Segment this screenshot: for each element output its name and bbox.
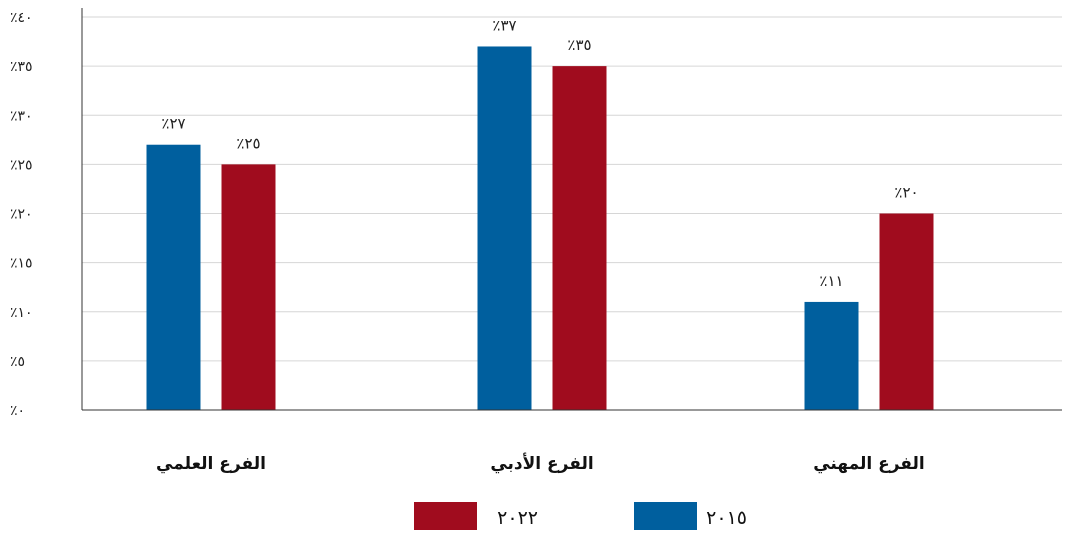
y-tick-label: ٪١٥: [10, 256, 33, 272]
bar: [552, 66, 607, 410]
y-tick-label: ٪٤٠: [10, 10, 33, 26]
category-label: الفرع العلمي: [156, 454, 266, 474]
legend-label: ٢٠٢٢: [497, 507, 538, 529]
data-label: ٪٢٧: [161, 115, 185, 133]
bar: [221, 164, 276, 410]
data-label: ٪٣٧: [492, 16, 516, 34]
data-label: ٪١١: [819, 272, 843, 290]
y-tick-label: ٪٢٥: [10, 157, 33, 173]
y-tick-label: ٪٢٠: [10, 207, 33, 223]
data-label: ٪٢٠: [894, 184, 918, 202]
y-tick-label: ٪٥: [10, 354, 25, 370]
legend: ٢٠٢٢ ٢٠١٥: [414, 502, 747, 530]
category-label: الفرع المهني: [813, 454, 925, 474]
y-tick-label: ٪٠: [10, 403, 25, 419]
legend-swatch: [634, 502, 697, 530]
bars: [146, 46, 934, 410]
y-tick-label: ٪١٠: [10, 305, 33, 321]
bar: [804, 301, 859, 410]
data-labels: ٪٢٧ ٪٢٥ ٪٣٧ ٪٣٥ ٪١١ ٪٢٠: [161, 16, 918, 289]
bar: [146, 144, 201, 410]
legend-swatch: [414, 502, 477, 530]
bar: [477, 46, 532, 410]
legend-label: ٢٠١٥: [706, 507, 747, 529]
y-tick-label: ٪٣٠: [10, 108, 33, 124]
y-tick-label: ٪٣٥: [10, 59, 33, 75]
y-axis-tick-labels: ٪٠ ٪٥ ٪١٠ ٪١٥ ٪٢٠ ٪٢٥ ٪٣٠ ٪٣٥ ٪٤٠: [10, 10, 33, 419]
category-label: الفرع الأدبي: [490, 453, 593, 474]
data-label: ٪٢٥: [236, 134, 260, 152]
data-label: ٪٣٥: [567, 36, 591, 54]
bar: [879, 213, 934, 410]
x-axis-category-labels: الفرع العلمي الفرع الأدبي الفرع المهني: [156, 453, 925, 474]
